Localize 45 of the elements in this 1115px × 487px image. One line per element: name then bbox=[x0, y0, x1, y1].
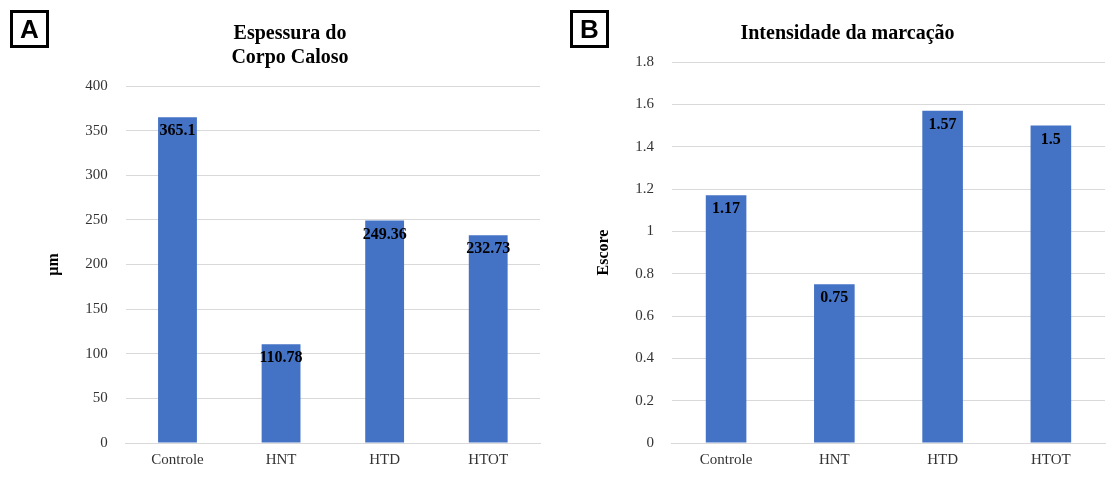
bar bbox=[468, 235, 508, 443]
y-tick-label: 1.6 bbox=[635, 95, 655, 112]
bar bbox=[365, 220, 405, 443]
text: B bbox=[570, 10, 609, 48]
bar bbox=[922, 110, 963, 443]
y-tick-label: 300 bbox=[85, 166, 108, 183]
y-tick-label: 200 bbox=[85, 255, 108, 272]
y-tick-label: 50 bbox=[92, 389, 108, 406]
y-axis-title: Escore bbox=[593, 229, 611, 276]
text: A bbox=[10, 10, 49, 48]
x-tick-label: HNT bbox=[818, 450, 850, 467]
y-tick-label: 0.2 bbox=[635, 391, 654, 408]
chart-title: Espessura do Corpo Caloso bbox=[231, 21, 349, 69]
chart-title: Intensidade da marcação bbox=[740, 21, 955, 45]
data-label: 1.5 bbox=[1040, 129, 1061, 147]
y-tick-label: 0.6 bbox=[635, 306, 655, 323]
y-tick-label: 0 bbox=[100, 433, 108, 450]
y-tick-label: 350 bbox=[85, 121, 108, 138]
y-tick-label: 1 bbox=[646, 222, 654, 239]
x-tick-label: HTOT bbox=[468, 450, 509, 467]
bar bbox=[1030, 125, 1072, 443]
x-tick-label: HTOT bbox=[1031, 450, 1071, 467]
x-tick-label: HTD bbox=[927, 450, 959, 467]
y-tick-label: 1.8 bbox=[635, 52, 654, 69]
x-tick-label: HNT bbox=[265, 450, 297, 467]
y-axis-title: µm bbox=[43, 252, 62, 276]
y-tick-label: 1.4 bbox=[635, 137, 655, 154]
bar bbox=[705, 195, 747, 443]
y-tick-label: 250 bbox=[85, 210, 108, 227]
y-tick-label: 0 bbox=[646, 433, 654, 450]
data-label: 0.75 bbox=[820, 288, 849, 306]
y-tick-label: 1.2 bbox=[635, 179, 654, 196]
data-label: 1.17 bbox=[712, 199, 741, 217]
bar bbox=[158, 117, 197, 443]
x-tick-label: HTD bbox=[369, 450, 401, 467]
y-tick-label: 400 bbox=[85, 76, 108, 93]
y-tick-label: 150 bbox=[85, 300, 108, 317]
y-tick-label: 0.8 bbox=[635, 264, 654, 281]
y-tick-label: 0.4 bbox=[635, 349, 655, 366]
y-tick-label: 100 bbox=[85, 344, 108, 361]
x-tick-label: Controle bbox=[151, 450, 205, 467]
x-tick-label: Controle bbox=[699, 450, 753, 467]
bar bbox=[814, 284, 855, 443]
data-label: 365.1 bbox=[159, 121, 196, 139]
data-label: 1.57 bbox=[928, 114, 957, 132]
